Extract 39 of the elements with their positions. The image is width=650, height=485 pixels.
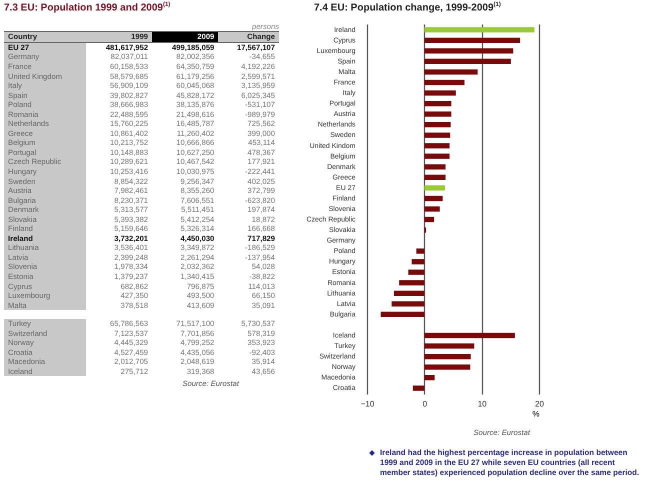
bar	[424, 101, 452, 107]
bar	[424, 112, 452, 118]
bar	[408, 270, 424, 276]
bar	[424, 38, 520, 44]
bar	[424, 48, 514, 54]
bar	[424, 364, 470, 370]
bar	[424, 175, 446, 180]
bar	[424, 59, 511, 64]
bar	[412, 386, 424, 392]
text: 7.3 EU: Population 1999 and 2009$^{(1)}$	[4, 2, 172, 14]
bar	[424, 90, 456, 96]
bar	[424, 344, 474, 349]
chart-title: 7.4 EU: Population change, 1999-2009$^{(1)}$	[314, 2, 502, 14]
bar	[424, 27, 534, 33]
bar	[424, 164, 446, 170]
x-tick-label: 0	[422, 400, 428, 409]
bar	[424, 333, 515, 338]
bar	[424, 143, 450, 149]
bar	[424, 206, 440, 212]
bar	[424, 70, 478, 75]
bar	[424, 375, 435, 381]
x-tick-label: 20	[535, 400, 544, 409]
bar	[424, 122, 451, 128]
bar	[380, 312, 424, 318]
bar	[424, 217, 434, 223]
bar	[399, 280, 424, 286]
bar	[424, 80, 464, 86]
bar	[392, 302, 424, 307]
x-axis-title: %	[532, 410, 540, 419]
bar	[424, 154, 450, 160]
bar	[424, 132, 450, 138]
x-tick-label: −10	[360, 400, 375, 409]
bar	[416, 248, 424, 254]
bar	[394, 291, 424, 296]
bar	[424, 354, 471, 360]
x-tick-label: 10	[478, 400, 488, 409]
bar	[412, 259, 424, 265]
bar	[424, 196, 443, 202]
bar	[424, 186, 445, 191]
